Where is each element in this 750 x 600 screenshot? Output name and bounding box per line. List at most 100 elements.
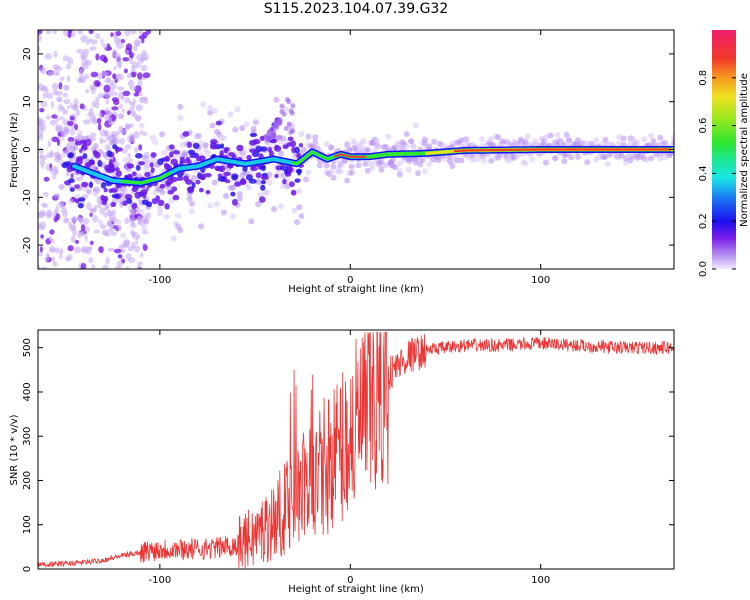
spectrogram-blob [134, 245, 141, 253]
spectrogram-halo [211, 107, 218, 114]
spectrogram-halo [168, 197, 175, 204]
spectrogram-halo [524, 140, 531, 147]
spectrogram-blob [39, 154, 48, 161]
spectrogram-halo [150, 134, 156, 141]
spectrogram-blob [142, 244, 148, 252]
spectrogram-halo [389, 157, 396, 164]
spectrogram-blob [279, 103, 285, 109]
spectrogram-halo [495, 134, 502, 141]
spectrogram-blob [104, 92, 111, 98]
spectrogram-blob [69, 187, 75, 192]
spectrogram-blob [224, 179, 231, 184]
spectrogram-blob [100, 182, 107, 189]
spectrogram-halo [115, 219, 122, 226]
spectrogram-halo [469, 157, 476, 163]
spectrogram-halo [385, 133, 392, 140]
spectrogram-blob [130, 241, 136, 250]
spectrogram-blob [137, 263, 142, 269]
spectrogram-blob [59, 76, 65, 82]
spectrogram-halo [113, 161, 120, 168]
spectrogram-halo [95, 186, 102, 193]
spectrogram-blob [185, 179, 193, 185]
spectrogram-blob [141, 199, 149, 205]
spectrogram-blob [144, 97, 149, 105]
spectrogram-halo [488, 157, 495, 164]
colorbar [712, 30, 736, 269]
spectrogram-halo [129, 215, 136, 222]
spectrogram-blob [40, 234, 44, 239]
y-tick-label: 500 [22, 338, 33, 357]
spectrogram-halo [629, 153, 636, 160]
spectrogram-blob [167, 190, 175, 195]
spectrogram-blob [126, 163, 135, 169]
spectrogram-halo [305, 169, 312, 176]
spectrogram-blob [290, 103, 296, 109]
spectrogram-blob [219, 150, 224, 156]
spectrogram-blob [98, 112, 103, 119]
spectrogram-halo [529, 156, 536, 163]
snr-series-line [38, 331, 674, 569]
spectrogram-blob [255, 172, 262, 179]
spectrogram-blob [63, 161, 72, 166]
spectrogram-halo [129, 133, 136, 140]
spectrogram-blob [284, 169, 289, 175]
spectrogram-blob [96, 81, 101, 87]
spectrogram-halo [70, 157, 76, 163]
spectrogram-blob [129, 51, 134, 59]
spectrogram-blob [113, 91, 118, 96]
spectrogram-halo [348, 169, 355, 176]
spectrogram-blob [260, 184, 266, 191]
spectrogram-blob [43, 176, 50, 182]
spectrogram-blob [112, 49, 117, 57]
spectrogram-halo [671, 134, 674, 141]
spectrogram-blob [51, 136, 60, 143]
spectrogram-blob [65, 63, 71, 70]
spectrogram-blob [93, 204, 98, 212]
spectrogram-blob [169, 151, 174, 158]
spectrogram-blob [129, 85, 137, 91]
spectrogram-halo [661, 154, 668, 161]
spectrogram-blob [138, 161, 145, 166]
spectrogram-halo [143, 218, 150, 225]
spectrogram-blob [77, 202, 84, 209]
colorbar-ticks: 0.0 0.2 0.4 0.6 0.8 [698, 70, 736, 277]
spectrogram-blob [159, 183, 166, 189]
spectrogram-blob [120, 243, 127, 249]
spectrogram-blob [136, 61, 141, 69]
spectrogram-halo [198, 223, 204, 230]
spectrogram-blob [121, 149, 128, 154]
spectrogram-blob [38, 210, 46, 218]
spectrogram-blob [115, 170, 123, 178]
colorbar-tick-label: 0.6 [698, 118, 709, 134]
spectrogram-halo [330, 174, 337, 181]
spectrogram-blob [110, 231, 117, 237]
spectrogram-halo [623, 159, 629, 166]
spectrogram-blob [103, 187, 108, 193]
spectrogram-blob [91, 264, 96, 269]
spectrogram-blob [45, 254, 50, 262]
spectrogram-blob [287, 136, 294, 142]
spectrogram-blob [109, 89, 115, 97]
spectrogram-halo [246, 184, 252, 191]
spectrogram-halo [76, 231, 83, 238]
spectrogram-blob [80, 224, 86, 232]
spectrogram-blob [89, 132, 97, 139]
spectrogram-blob [80, 262, 87, 269]
colorbar-tick-label: 0.2 [698, 213, 709, 229]
spectrogram-blob [89, 46, 97, 51]
spectrogram-halo [291, 207, 298, 214]
spectrogram-halo [650, 138, 657, 145]
spectrogram-halo [182, 150, 188, 157]
spectrogram-blob [40, 266, 48, 269]
spectrogram-halo [346, 147, 353, 154]
y-tick-label: -20 [22, 237, 33, 253]
spectrogram-blob [38, 30, 43, 35]
spectrogram-halo [657, 134, 664, 141]
spectrogram-marks [38, 30, 674, 269]
spectrogram-halo [177, 227, 184, 234]
spectrogram-blob [250, 166, 258, 172]
spectrogram-blob [182, 131, 190, 137]
spectrogram-halo [410, 142, 417, 149]
spectrogram-halo [83, 157, 90, 164]
spectrogram-blob [67, 136, 75, 143]
